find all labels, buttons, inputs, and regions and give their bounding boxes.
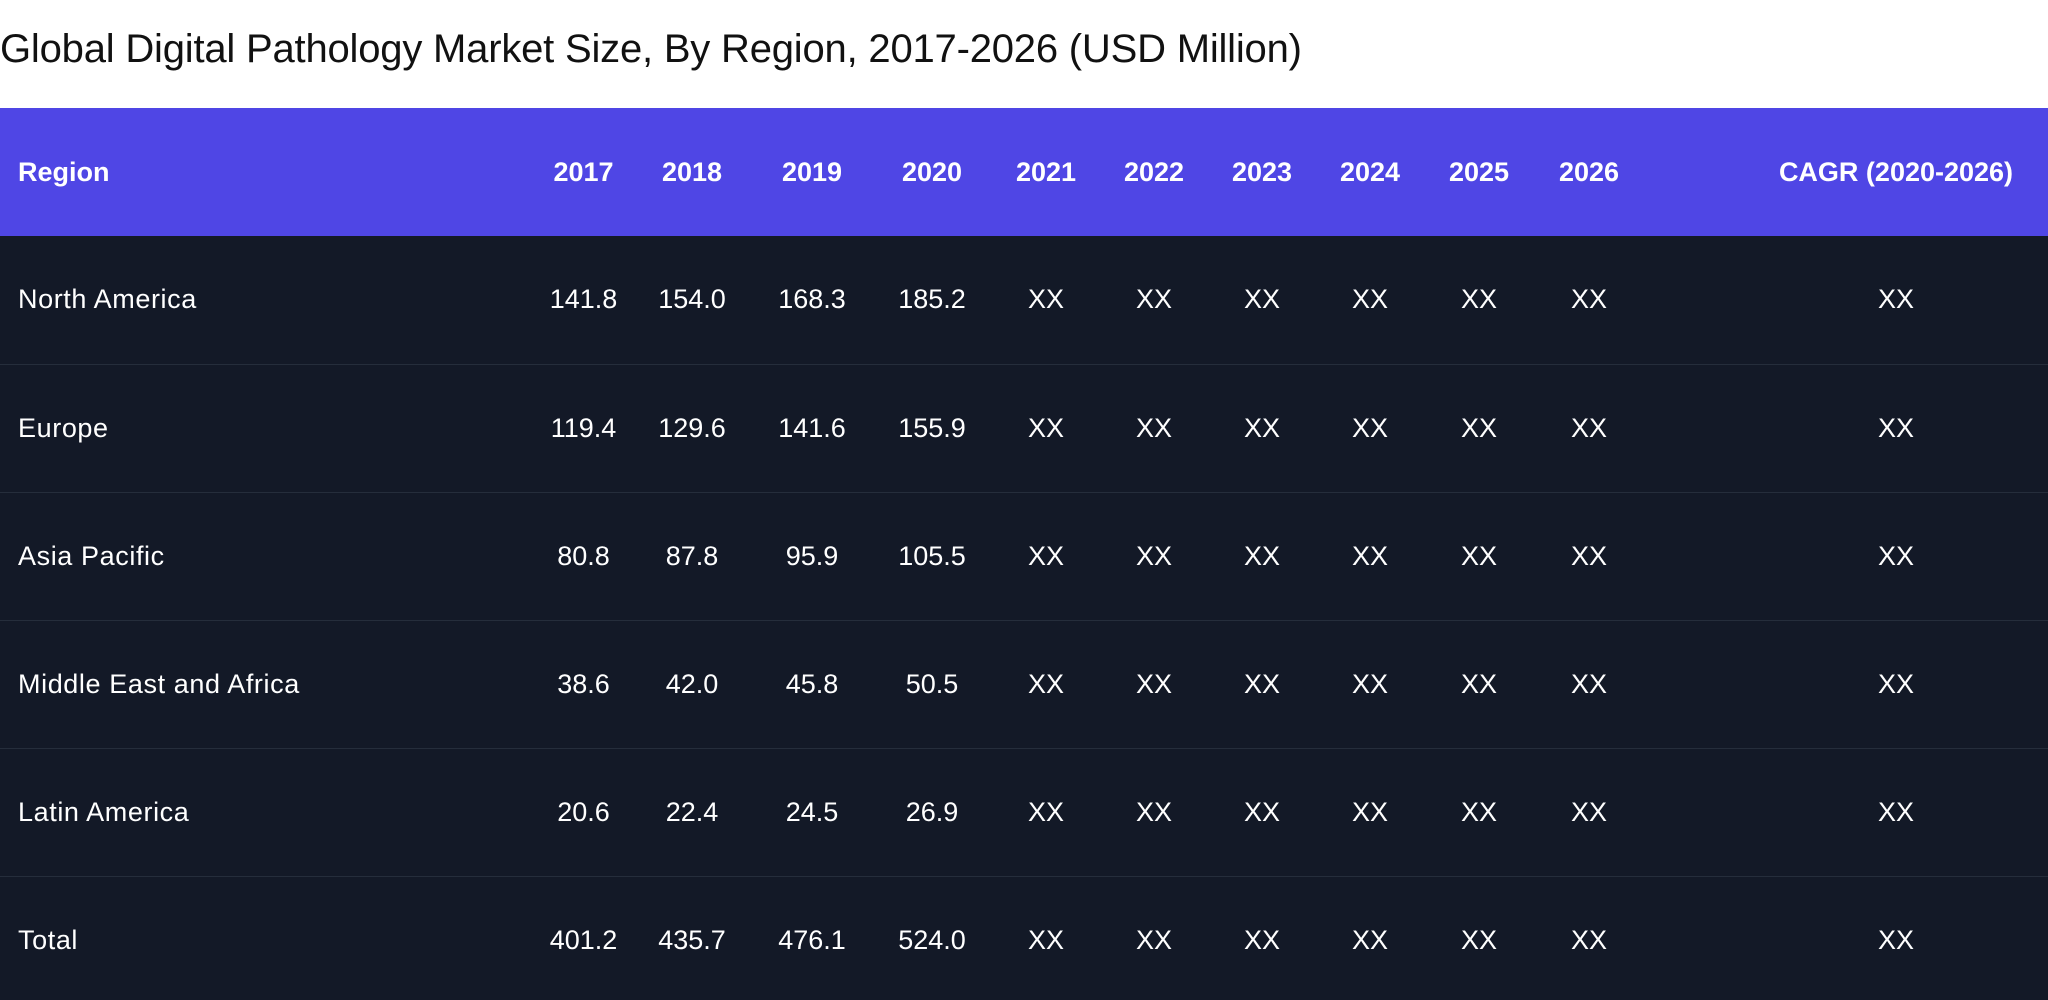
value-cell: 476.1 [778, 924, 846, 955]
value-cell: XX [1027, 668, 1065, 699]
value-cell: 141.6 [778, 412, 846, 443]
value-cell: 185.2 [898, 284, 966, 315]
page-title: Global Digital Pathology Market Size, By… [0, 27, 1302, 71]
value-cell: XX [1460, 924, 1498, 955]
value-cell: XX [1135, 284, 1173, 315]
table-row: Total 401.2 435.7 476.1 524.0 XX XX XX XX XX XX XX [0, 876, 2048, 1000]
value-cell: XX [1243, 668, 1281, 699]
region-name-cell: Total [18, 924, 79, 955]
value-cell: XX [1460, 540, 1498, 571]
value-cell: 95.9 [785, 540, 839, 571]
value-cell: 22.4 [665, 796, 719, 827]
value-cell: XX [1243, 924, 1281, 955]
value-cell: XX [1460, 284, 1498, 315]
region-name-cell: Europe [18, 412, 109, 443]
table-body: North America 141.8 154.0 168.3 185.2 XX XX XX X… [0, 236, 2048, 1000]
region-name-cell: Latin America [18, 796, 190, 827]
column-header-2019: 2019 [781, 156, 843, 187]
value-cell: 524.0 [898, 924, 966, 955]
value-cell: 80.8 [557, 540, 610, 571]
value-cell: XX [1351, 540, 1389, 571]
cagr-cell: XX [1877, 668, 1915, 699]
column-header-cagr: CAGR (2020-2026) [1778, 156, 2014, 187]
value-cell: 119.4 [550, 412, 617, 443]
value-cell: XX [1135, 924, 1173, 955]
market-size-table: Region 2017 2018 2019 2020 2021 2022 202… [0, 108, 2048, 1000]
value-cell: XX [1243, 540, 1281, 571]
column-header-2022: 2022 [1123, 156, 1185, 187]
value-cell: 435.7 [658, 924, 726, 955]
value-cell: XX [1027, 796, 1065, 827]
value-cell: XX [1243, 284, 1281, 315]
header-row: Region 2017 2018 2019 2020 2021 2022 202… [0, 108, 2048, 236]
value-cell: XX [1460, 668, 1498, 699]
column-header-2018: 2018 [661, 156, 723, 187]
value-cell: XX [1135, 668, 1173, 699]
cagr-cell: XX [1877, 796, 1915, 827]
value-cell: 87.8 [665, 540, 719, 571]
cagr-cell: XX [1877, 284, 1915, 315]
column-header-2024: 2024 [1339, 156, 1401, 187]
value-cell: XX [1351, 412, 1389, 443]
value-cell: XX [1460, 796, 1498, 827]
value-cell: XX [1570, 668, 1608, 699]
value-cell: 38.6 [557, 668, 610, 699]
column-header-2017: 2017 [553, 156, 614, 187]
cagr-cell: XX [1877, 540, 1915, 571]
value-cell: XX [1135, 796, 1173, 827]
column-header-2021: 2021 [1015, 156, 1077, 187]
region-name-cell: Middle East and Africa [18, 668, 300, 699]
value-cell: 154.0 [658, 284, 726, 315]
value-cell: XX [1460, 412, 1498, 443]
region-name-cell: Asia Pacific [18, 540, 165, 571]
table-row: Europe 119.4 129.6 141.6 155.9 XX XX XX XX XX XX XX [0, 364, 2048, 492]
value-cell: 45.8 [785, 668, 839, 699]
value-cell: XX [1027, 540, 1065, 571]
region-name-cell: North America [18, 284, 197, 315]
value-cell: 24.5 [785, 796, 839, 827]
table-row: Middle East and Africa 38.6 42.0 45.8 50.5 XX… [0, 620, 2048, 748]
value-cell: 42.0 [665, 668, 719, 699]
value-cell: XX [1135, 540, 1173, 571]
column-header-2025: 2025 [1448, 156, 1510, 187]
value-cell: XX [1351, 284, 1389, 315]
cagr-cell: XX [1877, 412, 1915, 443]
table-row: Asia Pacific 80.8 87.8 95.9 105.5 XX XX XX XX XX X… [0, 492, 2048, 620]
value-cell: XX [1570, 924, 1608, 955]
value-cell: XX [1570, 796, 1608, 827]
column-header-2026: 2026 [1558, 156, 1620, 187]
value-cell: XX [1027, 924, 1065, 955]
value-cell: XX [1351, 796, 1389, 827]
value-cell: XX [1243, 796, 1281, 827]
value-cell: XX [1027, 284, 1065, 315]
cagr-cell: XX [1877, 924, 1915, 955]
value-cell: 50.5 [905, 668, 959, 699]
value-cell: XX [1027, 412, 1065, 443]
value-cell: XX [1351, 924, 1389, 955]
value-cell: XX [1243, 412, 1281, 443]
value-cell: 129.6 [658, 412, 726, 443]
value-cell: 168.3 [778, 284, 846, 315]
value-cell: XX [1570, 412, 1608, 443]
value-cell: 141.8 [549, 284, 618, 315]
value-cell: 105.5 [898, 540, 966, 571]
table-row: North America 141.8 154.0 168.3 185.2 XX XX XX X… [0, 236, 2048, 364]
table-header: Region 2017 2018 2019 2020 2021 2022 202… [0, 108, 2048, 236]
value-cell: 155.9 [898, 412, 966, 443]
value-cell: XX [1351, 668, 1389, 699]
value-cell: 26.9 [905, 796, 959, 827]
value-cell: 401.2 [549, 924, 618, 955]
table-row: Latin America 20.6 22.4 24.5 26.9 XX XX XX XX XX X… [0, 748, 2048, 876]
value-cell: 20.6 [557, 796, 610, 827]
column-header-2023: 2023 [1231, 156, 1293, 187]
column-header-region: Region [18, 156, 110, 187]
value-cell: XX [1570, 284, 1608, 315]
column-header-2020: 2020 [901, 156, 963, 187]
value-cell: XX [1135, 412, 1173, 443]
value-cell: XX [1570, 540, 1608, 571]
